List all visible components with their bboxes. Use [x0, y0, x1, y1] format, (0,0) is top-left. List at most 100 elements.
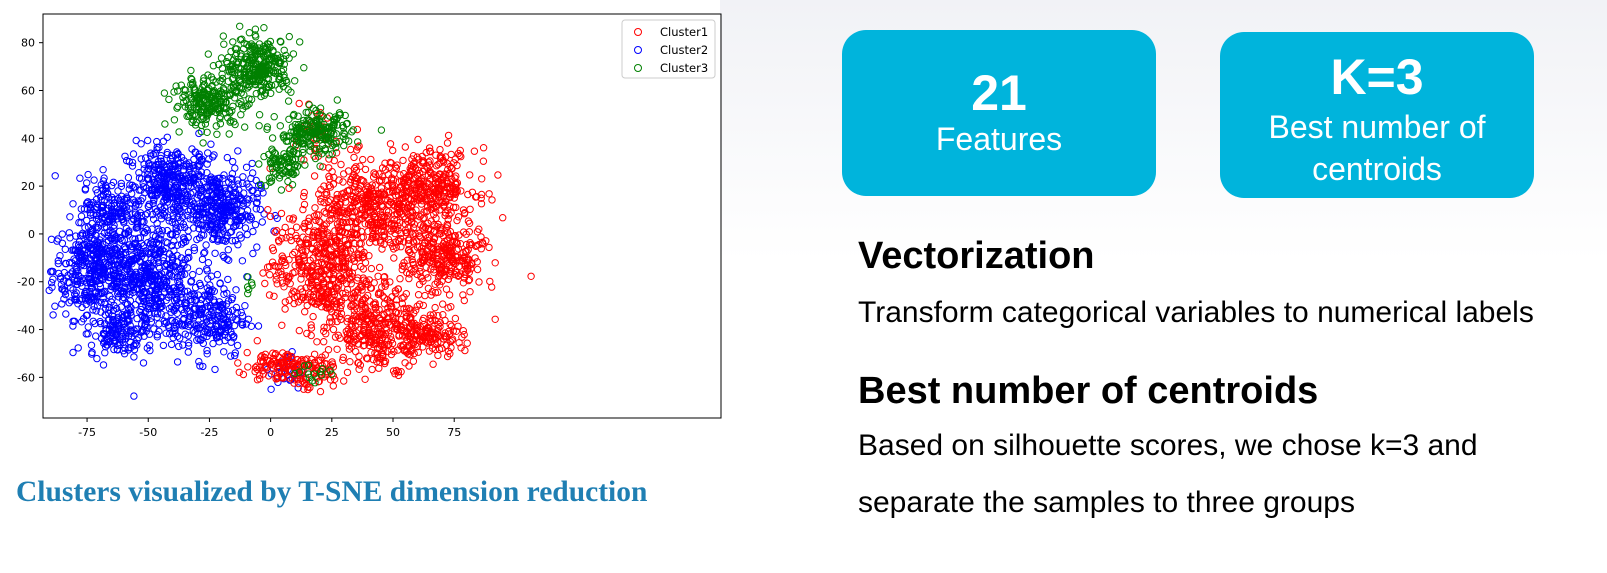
data-point — [158, 206, 167, 214]
data-point — [203, 160, 211, 168]
data-point — [144, 136, 152, 145]
data-point — [384, 225, 393, 233]
data-point — [318, 225, 326, 233]
legend-marker-cluster1 — [634, 28, 642, 36]
data-point — [144, 203, 153, 211]
data-point — [447, 150, 455, 159]
data-point — [129, 280, 137, 289]
data-point — [389, 225, 398, 233]
data-point — [226, 62, 234, 71]
data-point — [110, 224, 118, 233]
data-point — [267, 385, 275, 393]
data-point — [447, 303, 455, 311]
data-point — [162, 282, 171, 291]
data-point — [236, 64, 244, 72]
data-point — [354, 288, 362, 296]
data-point — [175, 210, 184, 218]
data-point — [390, 325, 399, 333]
data-point — [133, 285, 142, 293]
data-point — [65, 229, 74, 237]
data-point — [184, 332, 192, 340]
data-point — [178, 174, 187, 183]
data-point — [197, 308, 206, 316]
data-point — [161, 180, 170, 188]
data-point — [451, 155, 459, 163]
data-point — [303, 235, 311, 244]
data-point — [179, 166, 188, 174]
data-point — [114, 341, 122, 350]
data-point — [329, 121, 337, 129]
data-point — [280, 60, 288, 69]
plot-frame — [42, 13, 722, 419]
data-point — [139, 359, 148, 367]
data-point — [131, 272, 140, 281]
data-point — [118, 236, 126, 245]
data-point — [196, 362, 204, 370]
data-point — [357, 281, 365, 290]
data-point — [239, 179, 247, 188]
data-point — [217, 328, 225, 337]
data-point — [168, 303, 176, 311]
data-point — [324, 346, 333, 354]
data-point — [240, 189, 248, 197]
data-point — [279, 65, 288, 74]
data-point — [451, 232, 459, 240]
data-point — [311, 300, 319, 308]
data-point — [409, 357, 418, 365]
data-point — [302, 108, 310, 117]
data-point — [212, 78, 220, 86]
data-point — [228, 175, 236, 183]
data-point — [205, 295, 213, 304]
data-point — [223, 318, 232, 326]
data-point — [146, 180, 155, 188]
data-point — [301, 308, 309, 316]
data-point — [171, 329, 179, 338]
x-tick-label: 75 — [447, 426, 461, 439]
data-point — [65, 299, 73, 307]
data-point — [267, 61, 275, 70]
data-point — [210, 287, 219, 295]
data-point — [272, 276, 280, 284]
data-point — [395, 331, 403, 339]
data-point — [268, 134, 277, 142]
data-point — [195, 357, 203, 366]
data-point — [320, 198, 328, 207]
data-point — [305, 140, 313, 148]
data-point — [369, 173, 378, 181]
data-point — [220, 348, 228, 356]
data-point — [409, 230, 417, 238]
data-point — [334, 292, 342, 301]
data-point — [175, 189, 183, 197]
data-point — [278, 374, 286, 382]
data-point — [110, 345, 118, 354]
data-point — [397, 316, 405, 324]
data-point — [460, 330, 468, 339]
data-point — [257, 62, 265, 71]
data-point — [370, 218, 379, 226]
data-point — [136, 258, 145, 266]
data-point — [273, 280, 281, 288]
data-point — [285, 215, 294, 223]
data-point — [437, 263, 445, 271]
data-point — [324, 205, 333, 213]
data-point — [362, 354, 371, 362]
data-point — [116, 196, 124, 205]
data-point — [160, 317, 168, 325]
data-point — [144, 170, 152, 179]
data-point — [259, 269, 267, 277]
data-point — [415, 280, 424, 289]
data-point — [442, 198, 450, 206]
data-point — [340, 129, 348, 137]
data-point — [141, 254, 149, 262]
data-point — [448, 237, 456, 246]
best-centroids-text-line1: Based on silhouette scores, we chose k=3… — [858, 429, 1478, 462]
data-point — [209, 153, 217, 161]
data-point — [54, 235, 62, 243]
data-point — [401, 143, 409, 151]
data-point — [437, 269, 445, 277]
data-point — [138, 327, 146, 335]
data-point — [187, 108, 195, 117]
data-point — [181, 86, 190, 95]
data-point — [387, 227, 395, 235]
data-point — [289, 216, 297, 224]
